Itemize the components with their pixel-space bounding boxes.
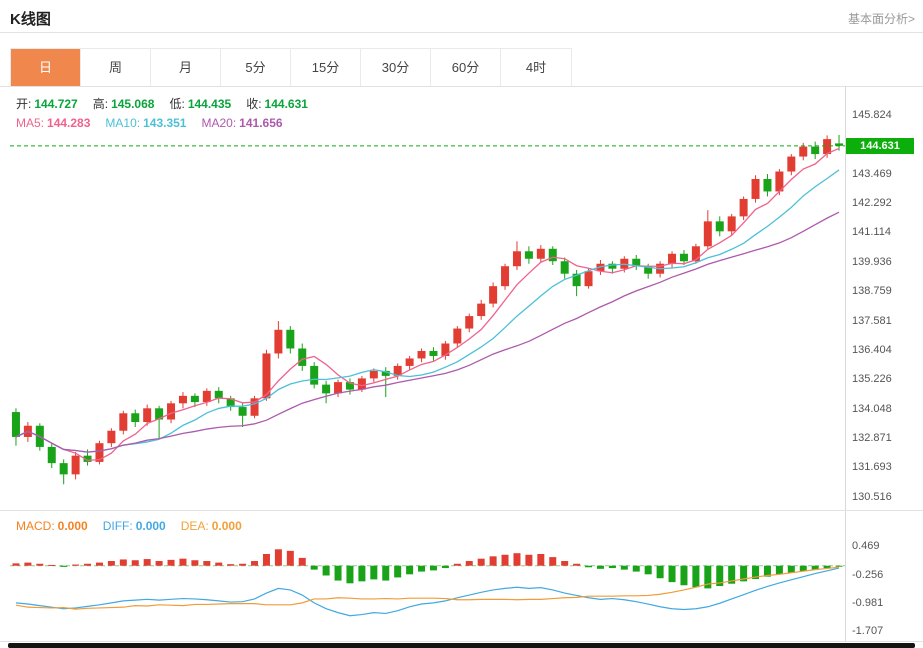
candlesticks [11,134,844,485]
tab-day[interactable]: 日 [11,49,81,86]
ma-ma10: MA10: 143.351 [105,116,187,130]
panel-divider [0,510,923,511]
diff-line [15,567,840,617]
price-tick: 139.936 [852,255,892,268]
header-divider [0,32,923,33]
macd-tick: 0.469 [852,540,880,553]
price-tick: 131.693 [852,461,892,474]
fundamental-analysis-link[interactable]: 基本面分析> [847,12,915,26]
macd-tick: -0.981 [852,597,884,610]
macd-dea: DEA: 0.000 [180,519,242,533]
ma-ma5: MA5: 144.283 [16,116,91,130]
axis-separator [845,86,846,641]
ohlc-low: 低: 144.435 [169,97,232,111]
tab-week[interactable]: 周 [81,49,151,86]
ohlc-high: 高: 145.068 [92,97,155,111]
price-tick: 132.871 [852,431,892,444]
price-tick: 145.824 [852,109,892,122]
ma-info-row: MA5: 144.283 MA10: 143.351 MA20: 141.656 [16,116,283,130]
macd-diff: DIFF: 0.000 [102,519,166,533]
price-tick: 135.226 [852,373,892,386]
macd-y-axis: 0.469 -0.256 -0.981 -1.707 [852,0,920,648]
chart-top-border [0,86,923,87]
price-y-axis: 145.824 143.469 142.292 141.114 139.936 138.7… [852,0,920,648]
dea-line [15,566,840,610]
price-tick: 141.114 [852,226,891,239]
tab-4hour[interactable]: 4时 [501,49,571,86]
tab-30min[interactable]: 30分 [361,49,431,86]
price-tick: 134.048 [852,402,892,415]
price-tick: 137.581 [852,314,892,327]
price-tick: 138.759 [852,285,892,298]
macd-tick: -0.256 [852,568,884,581]
macd-macd: MACD: 0.000 [16,519,88,533]
chart-bottom-border [0,641,923,642]
ma5-line [15,147,840,462]
ohlc-info-row: 开: 144.727 高: 145.068 低: 144.435 收: 144.631 [16,95,308,112]
page-title: K线图 [10,11,51,28]
tab-15min[interactable]: 15分 [291,49,361,86]
price-tick: 130.516 [852,490,892,503]
ma10-line [15,169,840,453]
ma-ma20: MA20: 141.656 [201,116,283,130]
price-tick: 143.469 [852,167,892,180]
current-price-badge: 144.631 [846,137,914,154]
bottom-scrollbar[interactable] [8,643,915,648]
ohlc-open: 开: 144.727 [16,97,78,111]
tab-5min[interactable]: 5分 [221,49,291,86]
ma20-line [15,211,840,453]
price-tick: 136.404 [852,343,892,356]
macd-tick: -1.707 [852,625,884,638]
tab-60min[interactable]: 60分 [431,49,501,86]
price-tick: 142.292 [852,197,892,210]
macd-info-row: MACD: 0.000 DIFF: 0.000 DEA: 0.000 [16,519,242,533]
period-tabs: 日周月 5分 15分 30分 60分 4时 [10,48,572,87]
macd-histogram [12,549,843,589]
ohlc-close: 收: 144.631 [246,97,308,111]
tab-month[interactable]: 月 [151,49,221,86]
